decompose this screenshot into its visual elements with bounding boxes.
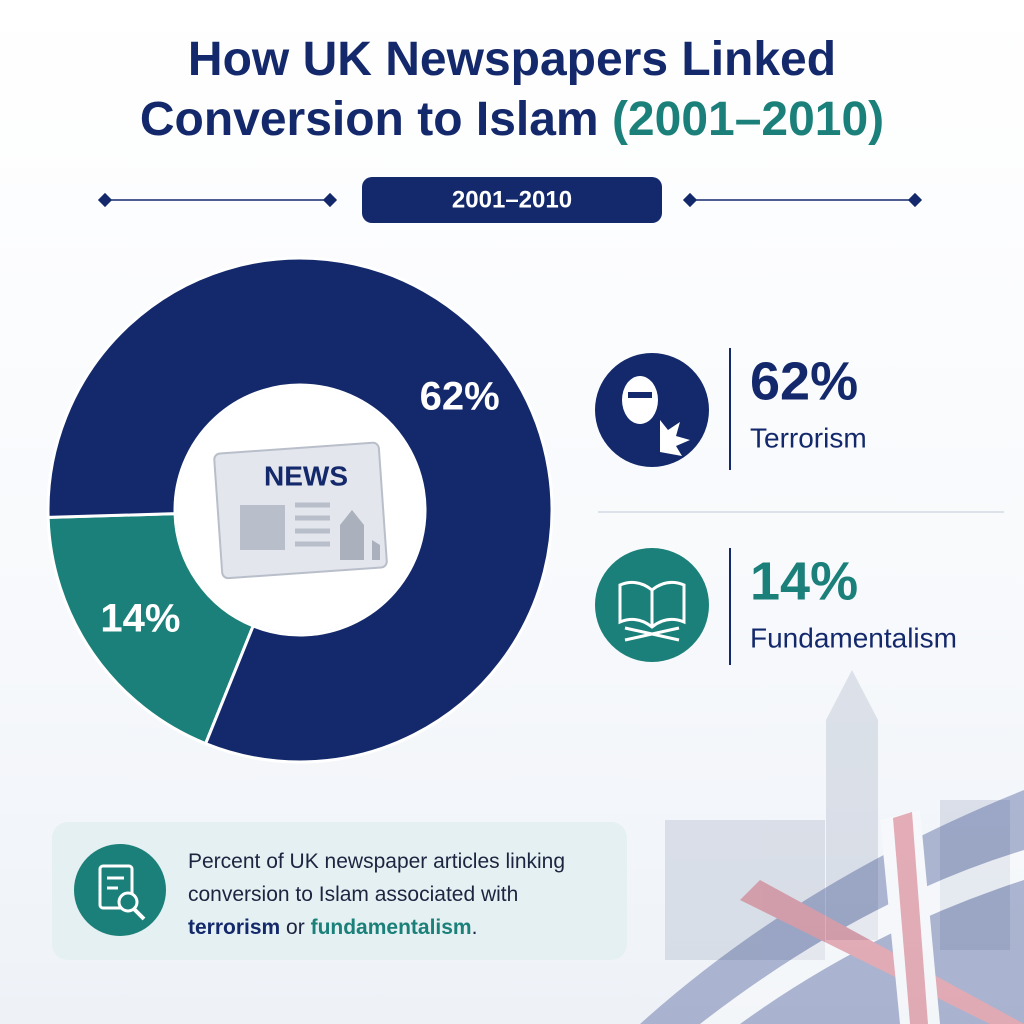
- legend-label: Fundamentalism: [750, 622, 957, 653]
- legend-label: Terrorism: [750, 422, 867, 453]
- note-term: fundamentalism: [310, 916, 472, 939]
- decoration: [665, 670, 1010, 960]
- note-end: .: [471, 916, 478, 939]
- news-icon-photo: [240, 505, 285, 550]
- legend-value: 62%: [750, 351, 858, 411]
- title-highlight: (2001–2010): [611, 93, 885, 146]
- news-icon-text: NEWS: [264, 460, 348, 491]
- badge: [362, 177, 662, 223]
- note-joiner: or: [286, 916, 305, 939]
- donut-segment: [46, 512, 256, 746]
- title-main: How UK Newspapers Linked Conversion to I…: [139, 33, 837, 146]
- badge-text: 2001–2010: [452, 186, 572, 213]
- data-label: 14%: [100, 597, 180, 641]
- donut-segment: [46, 256, 554, 764]
- note-term: terrorism: [188, 916, 281, 939]
- note-box: [52, 822, 627, 960]
- flag: [640, 790, 1024, 1024]
- note: Percent of UK newspaper articles linking…: [188, 845, 608, 944]
- note-text: Percent of UK newspaper articles linking…: [188, 850, 566, 906]
- data-label: 62%: [420, 374, 500, 418]
- legend-value: 14%: [750, 551, 858, 611]
- news-icon-tower: [340, 510, 380, 560]
- chart-title: How UK Newspapers Linked Conversion to I…: [52, 30, 972, 150]
